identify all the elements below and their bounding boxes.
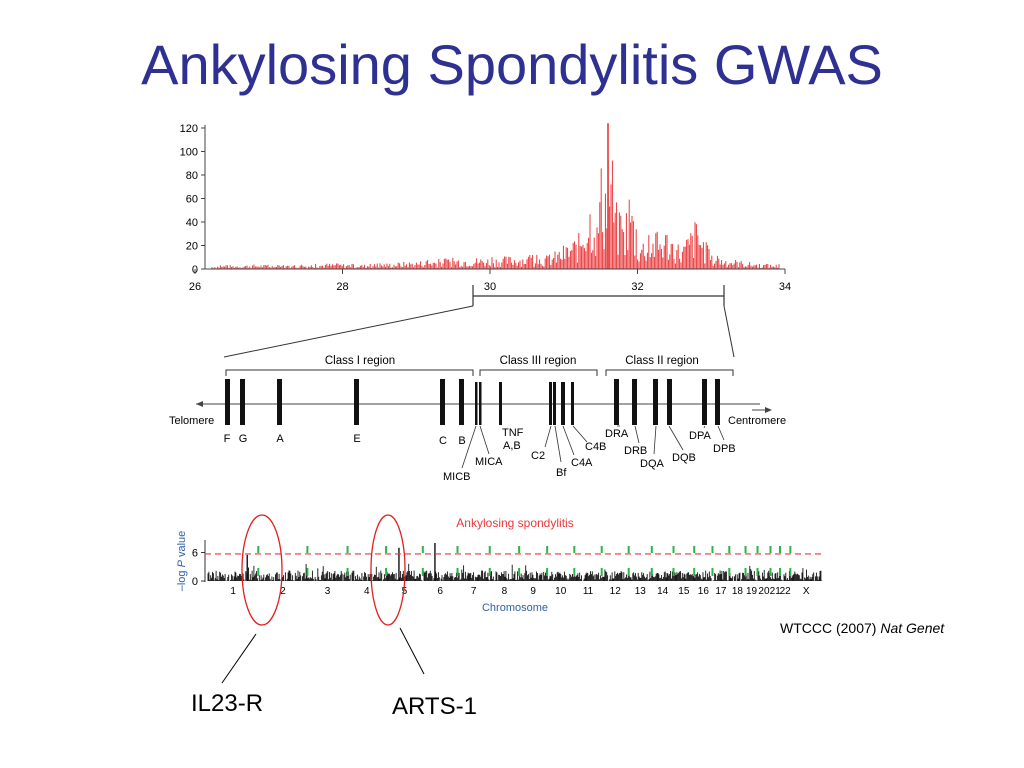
gene-label-dqb: DQB [672, 452, 696, 464]
gene-label-e: E [353, 433, 360, 445]
gene-label-tnf: TNF [502, 427, 524, 439]
manhattan-title: Ankylosing spondylitis [456, 516, 573, 530]
chromosome-label: 10 [555, 586, 567, 597]
il23r-label: IL23-R [191, 690, 264, 717]
chromosome-label: 15 [678, 586, 690, 597]
gene-label-dpb: DPB [713, 443, 736, 455]
gene-label-drb: DRB [624, 445, 647, 457]
mhc-x-tick-label: 32 [631, 281, 643, 293]
mhc-x-tick-label: 28 [336, 281, 348, 293]
chromosome-boundary-ticks [257, 546, 792, 576]
gene-label-micb: MICB [443, 471, 471, 483]
manhattan-xlabel: Chromosome [482, 602, 548, 614]
manhattan-plot: Ankylosing spondylitis –log P value 06 1… [176, 516, 823, 614]
class-ii-label: Class II region [625, 355, 699, 367]
chromosome-label: 13 [635, 586, 647, 597]
class-ii-bracket [605, 369, 734, 376]
chromosome-label: 18 [732, 586, 744, 597]
citation-journal: Nat Genet [880, 620, 945, 636]
chromosome-label: 11 [583, 586, 594, 597]
chromosome-label: 3 [325, 586, 331, 597]
chromosome-label: 2 [280, 586, 286, 597]
citation: WTCCC (2007) Nat Genet [780, 620, 944, 636]
mhc-y-tick-label: 60 [186, 194, 198, 206]
citation-authors: WTCCC (2007) [780, 620, 877, 636]
gene-label-mica: MICA [475, 456, 503, 468]
mhc-x-tick-label: 34 [779, 281, 791, 293]
gene-leader-lines [461, 425, 725, 469]
arts1-callout-line [399, 627, 425, 675]
manhattan-y-tick-label: 0 [192, 576, 198, 588]
chromosome-label: 12 [610, 586, 622, 597]
class-i-label: Class I region [325, 355, 395, 367]
chromosome-label: 9 [530, 586, 536, 597]
class-iii-label: Class III region [500, 355, 577, 367]
zoom-bracket [223, 285, 735, 358]
gene-blocks [225, 379, 720, 425]
chromosome-label: 19 [746, 586, 758, 597]
mhc-gene-map: Class I region Class III region Class II… [169, 355, 786, 483]
gene-label-tnf-ab: A,B [503, 440, 521, 452]
gene-label-c4a: C4A [571, 457, 593, 469]
mhc-x-ticks: 26 28 30 32 34 [189, 269, 791, 293]
gene-label-dqa: DQA [640, 458, 665, 470]
il23r-highlight-circle [241, 514, 283, 626]
chromosome-label: 7 [471, 586, 477, 597]
chromosome-label: 20 [758, 586, 770, 597]
mhc-y-tick-label: 80 [186, 170, 198, 182]
class-iii-bracket [479, 369, 598, 376]
gene-label-a: A [276, 433, 284, 445]
il23r-callout-line [221, 633, 257, 684]
chromosome-label: 21 [770, 586, 782, 597]
chromosome-label: 1 [230, 586, 236, 597]
gene-label-dra: DRA [605, 428, 629, 440]
mhc-y-tick-label: 20 [186, 241, 198, 253]
slide-title: Ankylosing Spondylitis GWAS [141, 33, 883, 96]
manhattan-y-tick-label: 6 [192, 548, 198, 560]
chromosome-label: X [803, 586, 810, 597]
class-i-bracket [225, 369, 474, 376]
gene-label-f: F [224, 433, 231, 445]
manhattan-ylabel: –log P value [176, 531, 188, 592]
centromere-label: Centromere [728, 415, 786, 427]
gene-label-c: C [439, 435, 447, 447]
mhc-y-ticks: 020406080100120 [180, 123, 205, 276]
gene-label-b: B [458, 435, 465, 447]
gene-label-g: G [239, 433, 248, 445]
telomere-label: Telomere [169, 415, 214, 427]
mhc-x-tick-label: 26 [189, 281, 201, 293]
arts1-label: ARTS-1 [392, 693, 477, 720]
chromosome-label: 6 [437, 586, 443, 597]
telomere-arrow [196, 401, 203, 407]
arts1-highlight-circle [370, 514, 406, 626]
mhc-y-tick-label: 100 [180, 147, 198, 159]
gene-label-c4b: C4B [585, 441, 606, 453]
chromosome-label: 5 [402, 586, 408, 597]
chromosome-label: 4 [364, 586, 370, 597]
mhc-bars [211, 123, 780, 269]
centromere-arrow [765, 407, 772, 413]
mhc-y-tick-label: 120 [180, 123, 198, 135]
chromosome-label: 8 [502, 586, 508, 597]
chromosome-label: 22 [780, 586, 792, 597]
gene-label-c2: C2 [531, 450, 545, 462]
chromosome-label: 17 [715, 586, 727, 597]
gene-labels: F G A E C B MICB MICA TNF A,B C2 Bf C4A … [224, 427, 736, 483]
mhc-x-tick-label: 30 [484, 281, 496, 293]
manhattan-y-ticks: 06 [192, 548, 205, 588]
mhc-y-tick-label: 40 [186, 217, 198, 229]
chromosome-label: 14 [657, 586, 669, 597]
chromosome-label: 16 [698, 586, 710, 597]
gene-label-bf: Bf [556, 467, 567, 479]
gene-label-dpa: DPA [689, 430, 711, 442]
